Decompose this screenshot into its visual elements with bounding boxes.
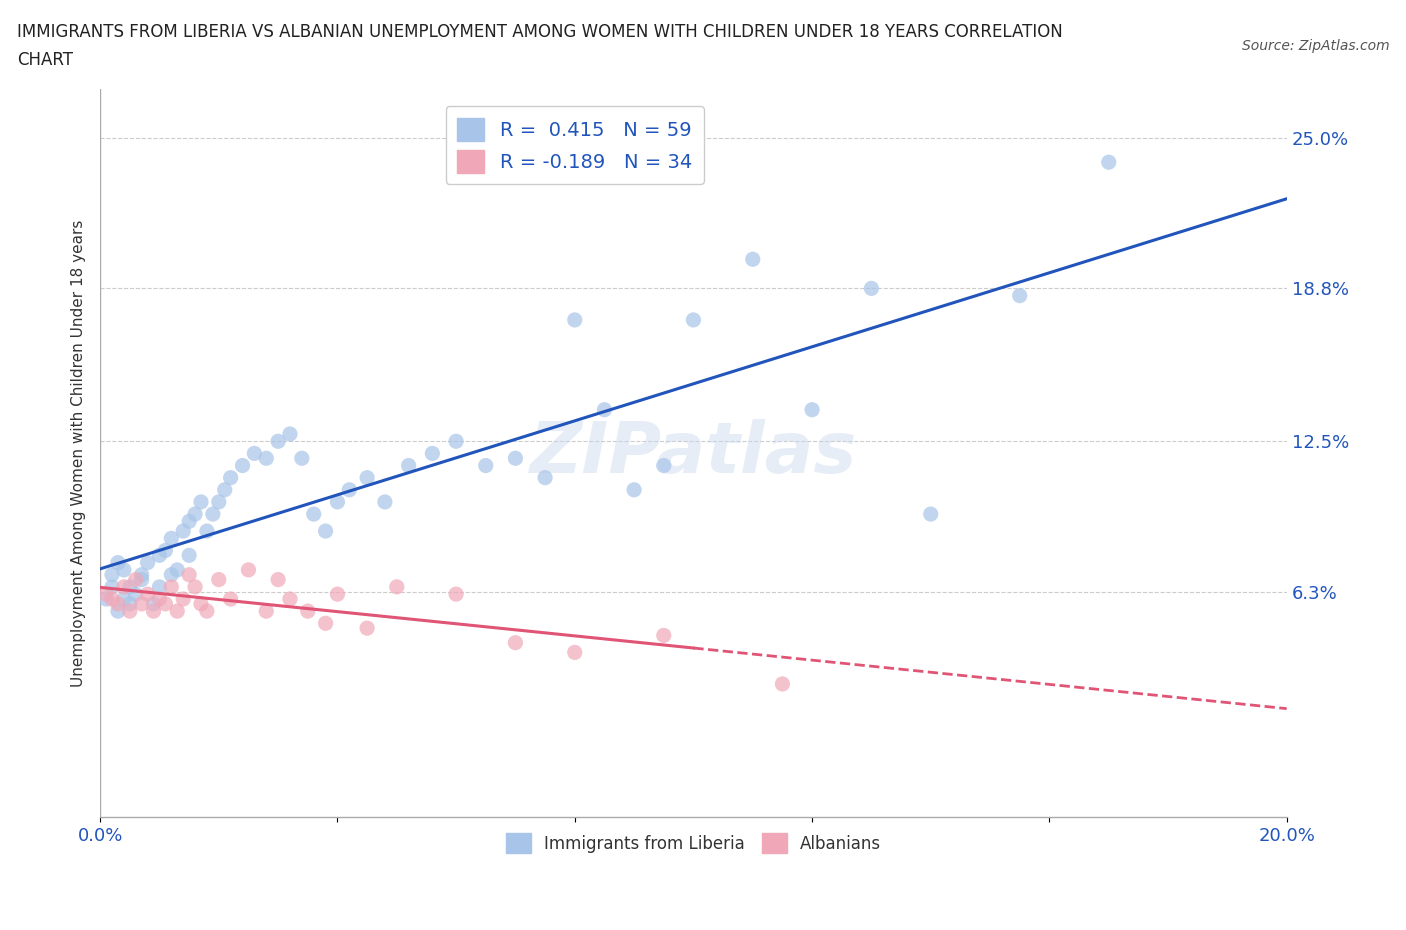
Point [118,579,141,594]
Point [920,507,942,522]
Point [107,555,129,570]
Point [107,604,129,618]
Point [398,458,420,473]
Point [94,587,117,602]
Point [652,628,675,643]
Text: ZIPatlas: ZIPatlas [530,418,858,488]
Point [623,483,645,498]
Point [201,507,224,522]
Point [1098,154,1121,169]
Point [155,596,177,611]
Point [131,567,153,582]
Point [125,587,148,602]
Point [190,495,212,510]
Point [267,572,290,587]
Point [770,676,793,691]
Point [142,604,165,618]
Point [534,471,557,485]
Point [179,567,201,582]
Point [297,604,319,618]
Point [155,543,177,558]
Point [190,596,212,611]
Point [593,403,616,418]
Point [278,591,301,606]
Point [444,587,467,602]
Point [505,451,527,466]
Point [112,579,135,594]
Point [195,524,218,538]
Point [801,403,824,418]
Point [179,514,201,529]
Point [101,579,124,594]
Point [374,495,396,510]
Point [267,433,290,448]
Point [112,563,135,578]
Point [125,572,148,587]
Point [356,471,378,485]
Point [166,604,188,618]
Point [302,507,325,522]
Point [118,604,141,618]
Point [214,483,236,498]
Point [337,483,360,498]
Point [160,579,183,594]
Y-axis label: Unemployment Among Women with Children Under 18 years: Unemployment Among Women with Children U… [72,219,86,687]
Point [136,587,159,602]
Point [652,458,675,473]
Point [172,524,194,538]
Point [107,596,129,611]
Legend: Immigrants from Liberia, Albanians: Immigrants from Liberia, Albanians [499,827,887,860]
Point [243,446,266,461]
Point [278,427,301,442]
Point [505,635,527,650]
Point [1008,288,1031,303]
Point [166,563,188,578]
Point [860,281,883,296]
Point [291,451,314,466]
Point [422,446,444,461]
Text: IMMIGRANTS FROM LIBERIA VS ALBANIAN UNEMPLOYMENT AMONG WOMEN WITH CHILDREN UNDER: IMMIGRANTS FROM LIBERIA VS ALBANIAN UNEM… [17,23,1063,41]
Point [326,587,349,602]
Point [148,591,170,606]
Point [741,252,763,267]
Point [148,579,170,594]
Point [184,507,207,522]
Point [160,531,183,546]
Point [444,433,467,448]
Point [254,451,277,466]
Text: CHART: CHART [17,51,73,69]
Point [219,591,242,606]
Point [172,591,194,606]
Point [195,604,218,618]
Point [219,471,242,485]
Point [208,495,231,510]
Point [101,567,124,582]
Point [682,312,704,327]
Point [326,495,349,510]
Text: Source: ZipAtlas.com: Source: ZipAtlas.com [1241,39,1389,53]
Point [208,572,231,587]
Point [238,563,260,578]
Point [564,644,586,659]
Point [474,458,496,473]
Point [184,579,207,594]
Point [148,548,170,563]
Point [254,604,277,618]
Point [315,616,337,631]
Point [101,591,124,606]
Point [142,596,165,611]
Point [160,567,183,582]
Point [94,591,117,606]
Point [564,312,586,327]
Point [385,579,408,594]
Point [136,555,159,570]
Point [356,620,378,635]
Point [315,524,337,538]
Point [231,458,253,473]
Point [131,596,153,611]
Point [131,572,153,587]
Point [112,591,135,606]
Point [118,596,141,611]
Point [179,548,201,563]
